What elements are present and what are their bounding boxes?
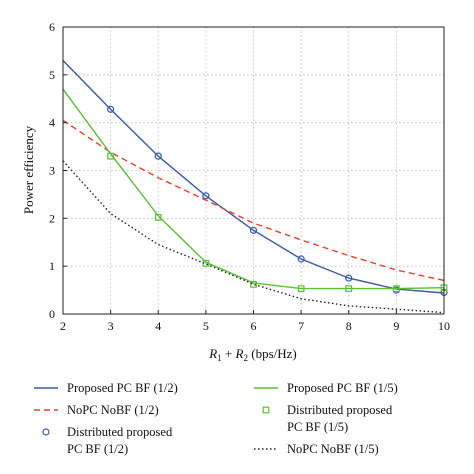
- x-tick-label: 7: [298, 319, 304, 333]
- y-tick-label: 4: [49, 116, 55, 130]
- x-axis-label: R1 + R2 (bps/Hz): [208, 346, 297, 363]
- x-tick-label: 4: [155, 319, 161, 333]
- legend-label: Proposed PC BF (1/2): [67, 381, 178, 395]
- legend-label: NoPC NoBF (1/5): [287, 442, 379, 456]
- data-point: [345, 285, 353, 293]
- series-1: [62, 119, 445, 282]
- series-4: [107, 152, 448, 293]
- x-tick-label: 5: [203, 319, 209, 333]
- legend-entry: Distributed proposed PC BF (1/2): [42, 425, 173, 456]
- data-point: [297, 285, 305, 293]
- x-tick-label: 6: [251, 319, 257, 333]
- data-point: [202, 192, 210, 200]
- data-point: [345, 274, 353, 282]
- legend-entry: Proposed PC BF (1/5): [254, 381, 398, 395]
- data-point: [249, 226, 258, 234]
- series-line: [62, 119, 445, 282]
- data-point: [392, 285, 400, 293]
- data-point: [297, 255, 305, 263]
- data-point: [154, 152, 162, 160]
- x-tick-label: 8: [346, 319, 352, 333]
- legend-label: PC BF (1/2): [67, 442, 128, 456]
- series-3: [62, 88, 445, 290]
- data-point: [107, 105, 115, 113]
- legend-label: Distributed proposed: [287, 403, 393, 417]
- legend-entry: NoPC NoBF (1/2): [34, 403, 159, 417]
- y-tick-label: 1: [49, 259, 55, 273]
- legend-entry: NoPC NoBF (1/5): [254, 442, 379, 456]
- data-point: [107, 152, 115, 160]
- grid-lines: [63, 27, 444, 314]
- axis-ticks: 2 3 4 5 6 7 8 9 10 0 1 2 3 4 5 6: [49, 20, 450, 333]
- legend-entry: Proposed PC BF (1/2): [34, 381, 178, 395]
- y-tick-label: 2: [49, 211, 55, 225]
- x-tick-label: 10: [438, 319, 450, 333]
- legend: Proposed PC BF (1/2) NoPC NoBF (1/2) Distr…: [34, 381, 398, 456]
- y-tick-label: 5: [49, 68, 55, 82]
- legend-label: Distributed proposed: [67, 425, 173, 439]
- series-line: [62, 60, 445, 294]
- y-axis-label: Power efficiency: [21, 125, 36, 214]
- x-tick-label: 9: [393, 319, 399, 333]
- series-line: [62, 160, 445, 314]
- legend-label: NoPC NoBF (1/2): [67, 403, 159, 417]
- series-layer: [62, 60, 448, 314]
- y-tick-label: 6: [49, 20, 55, 34]
- legend-label: Proposed PC BF (1/5): [287, 381, 398, 395]
- y-tick-label: 0: [49, 307, 55, 321]
- x-tick-label: 2: [60, 319, 66, 333]
- legend-swatch: [262, 406, 270, 414]
- series-5: [62, 160, 445, 314]
- legend-entry: Distributed proposed PC BF (1/5): [262, 403, 393, 434]
- series-line: [62, 88, 445, 290]
- series-0: [62, 60, 445, 294]
- data-point: [154, 213, 162, 221]
- x-tick-label: 3: [108, 319, 114, 333]
- data-point: [250, 280, 257, 288]
- y-tick-label: 3: [49, 164, 55, 178]
- legend-swatch: [42, 428, 50, 436]
- legend-label: PC BF (1/5): [287, 420, 348, 434]
